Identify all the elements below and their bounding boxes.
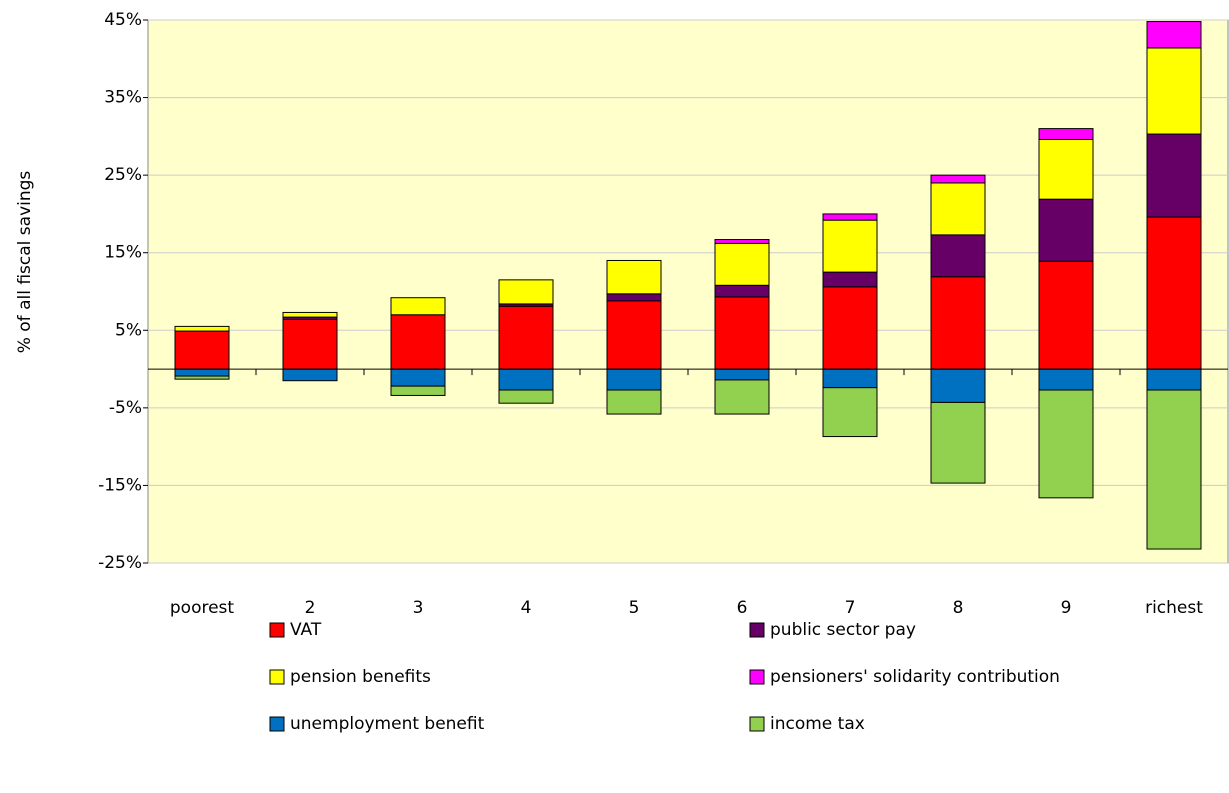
bar (1038, 389, 1094, 499)
bar (606, 293, 662, 302)
x-tick-label: 2 (305, 598, 316, 618)
bar (1146, 21, 1202, 49)
legend-swatch (269, 716, 285, 732)
legend-swatch (749, 622, 765, 638)
legend-swatch (749, 716, 765, 732)
y-tick-label: -5% (109, 398, 142, 418)
x-tick-label: 4 (521, 598, 532, 618)
bar (174, 375, 230, 380)
legend-swatch (269, 669, 285, 685)
bar (174, 330, 230, 370)
bar (606, 368, 662, 391)
bar (390, 385, 446, 396)
legend-label: pensioners' solidarity contribution (770, 667, 1060, 687)
y-tick-label: -25% (98, 553, 142, 573)
x-tick-label: 8 (953, 598, 964, 618)
bar (714, 379, 770, 415)
bar (282, 368, 338, 382)
bar (822, 286, 878, 370)
x-tick-label: 3 (413, 598, 424, 618)
y-axis-title: % of all fiscal savings (15, 171, 35, 354)
bar (930, 276, 986, 370)
bar (1146, 389, 1202, 550)
bar (606, 259, 662, 295)
bar (1038, 260, 1094, 370)
bar (1038, 198, 1094, 262)
legend-label: VAT (290, 620, 322, 640)
y-tick-label: 15% (104, 243, 142, 263)
bar (822, 213, 878, 221)
bar (174, 325, 230, 332)
legend-label: pension benefits (290, 667, 431, 687)
bar (390, 314, 446, 370)
x-tick-label: 9 (1061, 598, 1072, 618)
bar (606, 300, 662, 370)
x-tick-label: richest (1145, 598, 1203, 618)
legend-swatch (269, 622, 285, 638)
bar (282, 311, 338, 318)
legend-label: unemployment benefit (290, 714, 485, 734)
bar (498, 305, 554, 370)
y-tick-label: 5% (115, 320, 142, 340)
bar (714, 239, 770, 244)
legend-label: income tax (770, 714, 865, 734)
x-tick-label: 7 (845, 598, 856, 618)
bar (930, 182, 986, 236)
bar (822, 271, 878, 288)
bar (714, 296, 770, 370)
bar (822, 387, 878, 438)
bar (714, 242, 770, 286)
bar (1038, 128, 1094, 140)
x-tick-label: 6 (737, 598, 748, 618)
bar (1146, 216, 1202, 370)
y-tick-label: -15% (98, 475, 142, 495)
bar (714, 284, 770, 298)
x-tick-label: poorest (170, 598, 235, 618)
x-tick-label: 5 (629, 598, 640, 618)
bar (1146, 47, 1202, 135)
bar (1146, 133, 1202, 218)
bar (498, 368, 554, 391)
y-tick-label: 35% (104, 88, 142, 108)
bar (930, 401, 986, 484)
bar (606, 389, 662, 415)
bar (390, 297, 446, 316)
bar (822, 219, 878, 273)
legend-label: public sector pay (770, 620, 916, 640)
bar (822, 368, 878, 389)
bar (498, 279, 554, 305)
bar (1038, 368, 1094, 391)
bar (1146, 368, 1202, 391)
bar (390, 368, 446, 387)
y-tick-label: 45% (104, 10, 142, 30)
bar (1038, 138, 1094, 200)
bar (714, 368, 770, 381)
bar (282, 318, 338, 370)
legend-swatch (749, 669, 765, 685)
bar (498, 389, 554, 404)
bar (930, 174, 986, 184)
bar (930, 234, 986, 278)
bar (174, 368, 230, 377)
bar (930, 368, 986, 403)
y-tick-label: 25% (104, 165, 142, 185)
